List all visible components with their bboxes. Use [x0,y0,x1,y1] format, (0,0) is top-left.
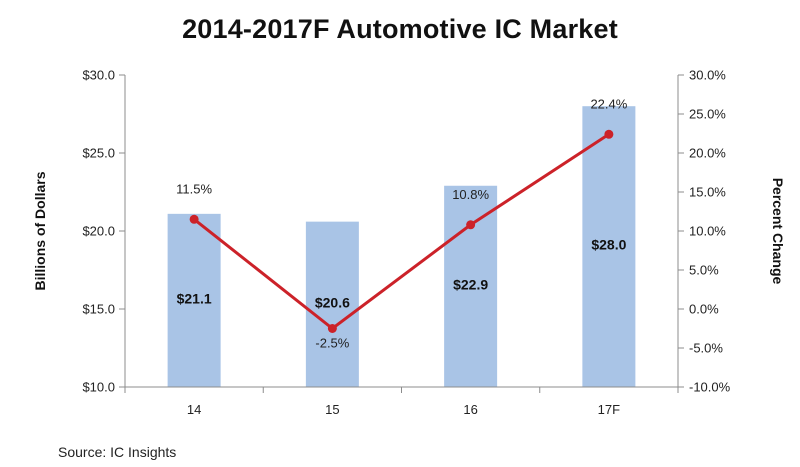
percent-change-point [604,129,614,139]
y2-tick-label: 30.0% [689,68,726,83]
y-tick-label: $25.0 [82,146,115,161]
x-tick-label: 14 [187,402,201,417]
bar-data-label: $28.0 [591,237,626,253]
y2-axis-title: Percent Change [770,178,786,285]
percent-data-label: 11.5% [176,181,212,196]
percent-data-label: 10.8% [452,187,489,202]
y2-tick-label: 15.0% [689,185,726,200]
bar [305,221,359,387]
y2-tick-label: 0.0% [689,302,719,317]
percent-change-line [193,133,610,331]
percent-change-point [189,214,199,224]
percent-change-point [327,324,337,333]
source-note: Source: IC Insights [58,444,177,460]
y2-tick-label: 25.0% [689,107,726,122]
y-tick-label: $15.0 [82,302,115,317]
x-tick-label: 16 [463,402,477,417]
percent-data-label: -2.5% [315,336,349,351]
y-tick-label: $20.0 [82,224,115,239]
x-tick-label: 15 [325,402,339,417]
bar [444,185,498,387]
percent-data-label: 22.4% [590,96,627,111]
bar-data-label: $22.9 [453,276,488,292]
x-tick-label: 17F [598,402,620,417]
percent-change-point [466,220,476,230]
bar [167,213,221,387]
y2-tick-label: -5.0% [689,341,723,356]
plot-layer: $10.0 $15.0 $20.0 $25.0 $30.0 -10.0% -5.0% 0.0%… [32,68,786,418]
y2-tick-label: -10.0% [689,380,731,395]
y2-tick-label: 5.0% [689,263,719,278]
bar-data-label: $20.6 [315,294,350,310]
chart-title: 2014-2017F Automotive IC Market [182,14,618,44]
y2-tick-label: 10.0% [689,224,726,239]
y-tick-label: $30.0 [82,68,115,83]
y-axis-title: Billions of Dollars [32,171,48,290]
y-tick-label: $10.0 [82,380,115,395]
y2-tick-label: 20.0% [689,146,726,161]
bar [582,106,636,387]
bar-data-label: $21.1 [177,290,212,306]
